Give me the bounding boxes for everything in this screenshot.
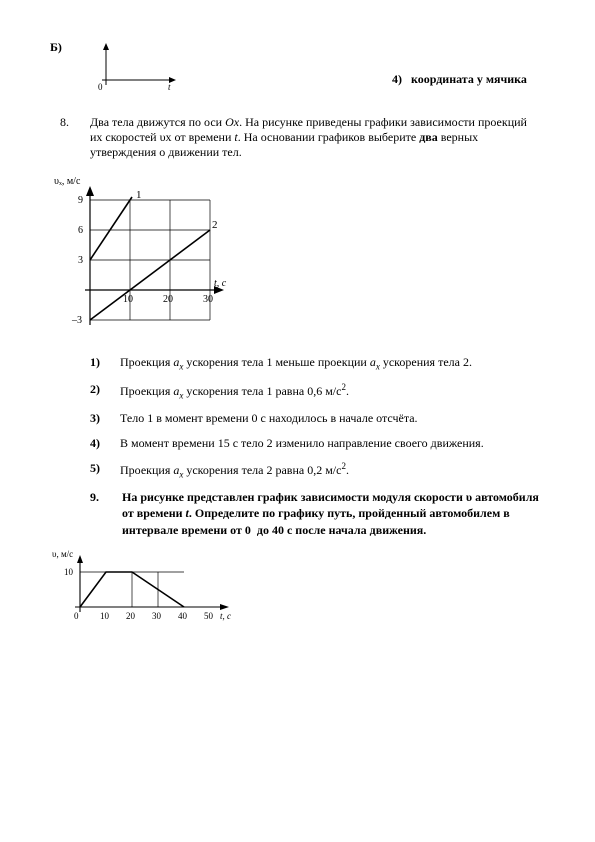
- svg-text:t: t: [168, 82, 171, 92]
- svg-text:0: 0: [98, 82, 103, 92]
- option4-text: координата у мячика: [411, 72, 527, 86]
- svg-text:50: 50: [204, 611, 214, 621]
- top-section: Б) 0 t 4) координата у мячика: [50, 40, 545, 95]
- svg-text:υ, м/с: υ, м/с: [52, 549, 73, 559]
- svg-text:1: 1: [136, 189, 142, 201]
- svg-text:0: 0: [74, 611, 79, 621]
- q9-chart: 10 υ, м/с 0 10 20 30 40 50 t, с: [50, 547, 545, 631]
- svg-text:9: 9: [78, 195, 83, 206]
- svg-text:υₓ, м/с: υₓ, м/с: [54, 176, 81, 187]
- svg-text:6: 6: [78, 225, 83, 236]
- ans-3: 3) Тело 1 в момент времени 0 с находилос…: [90, 410, 545, 427]
- svg-text:3: 3: [78, 255, 83, 266]
- q9-num: 9.: [90, 489, 108, 539]
- svg-text:10: 10: [64, 567, 74, 577]
- q8-num: 8.: [60, 115, 78, 160]
- svg-text:10: 10: [123, 294, 133, 305]
- svg-text:30: 30: [152, 611, 162, 621]
- q8-chart: υₓ, м/с 9 6 3 –3 10 20 30 t, с 1 2: [50, 170, 545, 334]
- svg-text:t, с: t, с: [214, 278, 227, 289]
- b-label: Б): [50, 40, 62, 55]
- question-9: 9. На рисунке представлен график зависим…: [90, 489, 545, 539]
- svg-text:40: 40: [178, 611, 188, 621]
- svg-text:2: 2: [212, 219, 218, 231]
- svg-text:t, с: t, с: [220, 611, 231, 621]
- ans-5: 5) Проекция ax ускорения тела 2 равна 0,…: [90, 460, 545, 481]
- q8-answers: 1) Проекция ax ускорения тела 1 меньше п…: [50, 354, 545, 539]
- ans-2: 2) Проекция ax ускорения тела 1 равна 0,…: [90, 381, 545, 402]
- q9-text: На рисунке представлен график зависимост…: [122, 489, 545, 539]
- mini-axes-icon: 0 t: [92, 40, 182, 95]
- svg-text:10: 10: [100, 611, 110, 621]
- svg-text:30: 30: [203, 294, 213, 305]
- svg-text:20: 20: [126, 611, 136, 621]
- question-8: 8. Два тела движутся по оси Ox. На рисун…: [50, 115, 545, 160]
- q8-text: Два тела движутся по оси Ox. На рисунке …: [90, 115, 535, 160]
- svg-text:–3: –3: [71, 315, 82, 326]
- option4-num: 4): [392, 72, 402, 86]
- option-4: 4) координата у мячика: [392, 72, 527, 87]
- ans-4: 4) В момент времени 15 с тело 2 изменило…: [90, 435, 545, 452]
- ans-1: 1) Проекция ax ускорения тела 1 меньше п…: [90, 354, 545, 373]
- svg-text:20: 20: [163, 294, 173, 305]
